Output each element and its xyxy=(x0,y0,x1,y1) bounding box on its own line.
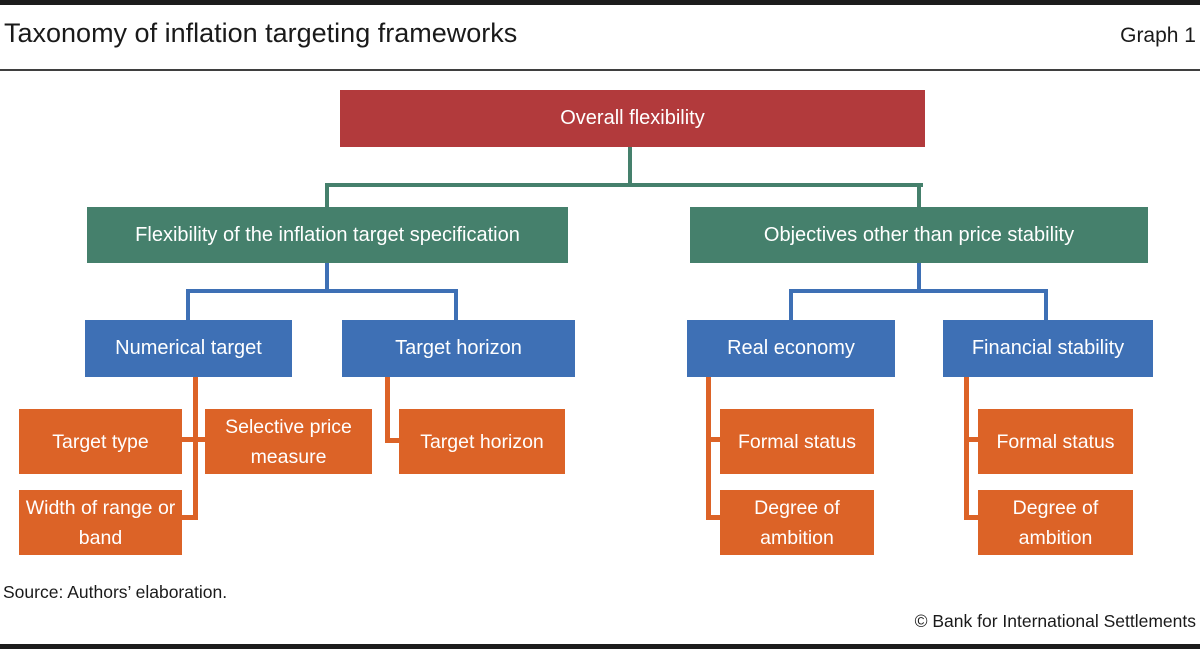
node-target-type: Target type xyxy=(19,409,182,474)
connector-stub-target-type-selective xyxy=(178,437,208,442)
connector-root-stem xyxy=(628,147,632,185)
connector-numerical-stem xyxy=(193,377,198,520)
connector-to-objectives xyxy=(917,183,921,207)
bottom-rule xyxy=(0,644,1200,649)
connector-level2-crossbar xyxy=(325,183,923,187)
connector-real-economy-stem xyxy=(706,377,711,520)
connector-stub-formal-status-fin xyxy=(964,437,980,442)
node-real-economy: Real economy xyxy=(687,320,895,377)
connector-flex-spec-stem xyxy=(325,263,329,293)
node-formal-status-real-economy: Formal status xyxy=(720,409,874,474)
connector-to-numerical-target xyxy=(186,289,190,320)
node-degree-of-ambition-financial-stability: Degree of ambition xyxy=(978,490,1133,555)
node-selective-price-measure: Selective price measure xyxy=(205,409,372,474)
node-numerical-target: Numerical target xyxy=(85,320,292,377)
connector-to-target-horizon xyxy=(454,289,458,320)
page-title: Taxonomy of inflation targeting framewor… xyxy=(4,18,518,48)
node-formal-status-financial-stability: Formal status xyxy=(978,409,1133,474)
connector-stub-degree-ambition-fin xyxy=(964,515,980,520)
connector-stub-formal-status-real xyxy=(706,437,722,442)
node-width-of-range-or-band: Width of range or band xyxy=(19,490,182,555)
connector-to-financial-stability xyxy=(1044,289,1048,320)
node-degree-of-ambition-real-economy: Degree of ambition xyxy=(720,490,874,555)
copyright-note: © Bank for International Settlements xyxy=(914,611,1196,631)
connector-target-horizon-stem xyxy=(385,377,390,443)
top-rule xyxy=(0,0,1200,5)
node-target-horizon: Target horizon xyxy=(342,320,575,377)
node-target-horizon-leaf: Target horizon xyxy=(399,409,565,474)
connector-stub-width-range xyxy=(180,515,198,520)
connector-to-flex-spec xyxy=(325,183,329,207)
node-flexibility-of-target-specification: Flexibility of the inflation target spec… xyxy=(87,207,568,263)
connector-stub-target-horizon xyxy=(385,438,401,443)
connector-stub-degree-ambition-real xyxy=(706,515,722,520)
node-financial-stability: Financial stability xyxy=(943,320,1153,377)
source-note: Source: Authors’ elaboration. xyxy=(3,582,228,602)
graph-number-label: Graph 1 xyxy=(1120,24,1196,47)
connector-financial-stability-stem xyxy=(964,377,969,520)
connector-left-level3-crossbar xyxy=(186,289,458,293)
connector-right-level3-crossbar xyxy=(789,289,1048,293)
title-divider xyxy=(0,69,1200,71)
node-overall-flexibility: Overall flexibility xyxy=(340,90,925,147)
node-objectives-other-than-price-stability: Objectives other than price stability xyxy=(690,207,1148,263)
connector-objectives-stem xyxy=(917,263,921,293)
connector-to-real-economy xyxy=(789,289,793,320)
